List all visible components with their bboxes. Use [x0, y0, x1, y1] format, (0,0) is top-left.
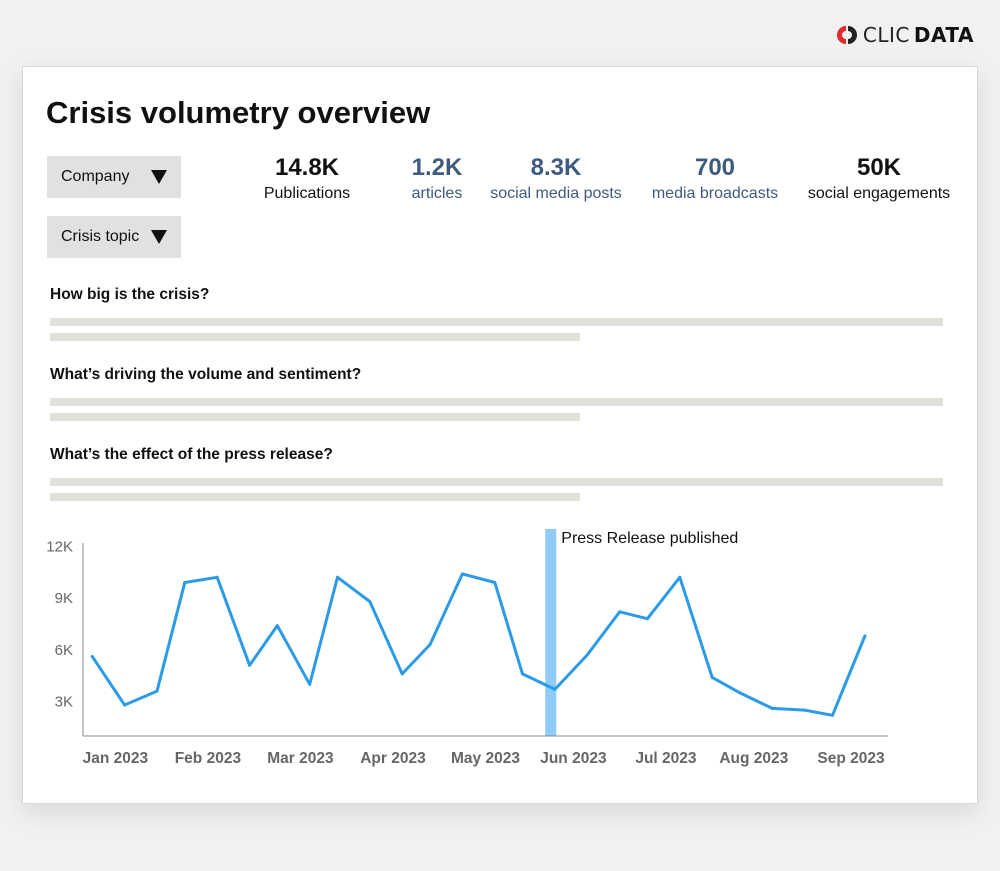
- question-crisis-size: How big is the crisis?: [50, 286, 210, 303]
- x-tick-label: Feb 2023: [175, 750, 242, 767]
- data-point: [400, 672, 404, 676]
- kpi-label: media broadcasts: [651, 185, 779, 202]
- data-point: [553, 687, 557, 691]
- dropdown-arrow-icon: [151, 170, 167, 184]
- kpi-media-broadcasts: 700 media broadcasts: [652, 153, 778, 205]
- data-point: [645, 617, 649, 621]
- press-release-label: Press Release published: [561, 530, 738, 547]
- data-point: [710, 675, 714, 679]
- text-placeholder-line: [50, 478, 943, 486]
- kpi-value: 700: [694, 154, 736, 181]
- text-placeholder-line: [50, 413, 580, 421]
- page-title: Crisis volumetry overview: [46, 95, 431, 130]
- kpi-publications: 14.8K Publications: [264, 153, 350, 205]
- kpi-label: Publications: [263, 185, 351, 202]
- brand-logo: CLIC DATA: [835, 22, 974, 48]
- x-tick-label: May 2023: [451, 750, 520, 767]
- clicdata-logo-icon: [836, 26, 857, 44]
- x-tick-label: Apr 2023: [360, 750, 426, 767]
- crisis-topic-dropdown-label: Crisis topic: [61, 228, 140, 245]
- company-dropdown[interactable]: Company: [47, 156, 181, 198]
- kpi-social-engagements: 50K social engagements: [808, 153, 950, 205]
- data-point: [618, 610, 622, 614]
- kpi-value: 1.2K: [411, 154, 463, 181]
- data-point: [308, 682, 312, 686]
- kpi-articles: 1.2K articles: [412, 153, 463, 205]
- kpi-label: social media posts: [490, 185, 622, 202]
- data-point: [275, 624, 279, 628]
- data-point: [738, 691, 742, 695]
- text-placeholder-line: [50, 493, 580, 501]
- press-release-marker: [545, 529, 557, 736]
- kpi-value: 50K: [856, 154, 902, 181]
- x-tick-label: Jan 2023: [83, 750, 149, 767]
- data-point: [460, 572, 464, 576]
- dropdown-arrow-icon: [151, 230, 167, 244]
- data-point: [183, 580, 187, 584]
- data-point: [428, 643, 432, 647]
- data-point: [368, 599, 372, 603]
- data-point: [335, 575, 339, 579]
- data-point: [830, 713, 834, 717]
- kpi-label: articles: [411, 185, 463, 202]
- data-point: [123, 703, 127, 707]
- text-placeholder-line: [50, 318, 943, 326]
- brand-data-text: DATA: [913, 23, 974, 47]
- data-point: [248, 663, 252, 667]
- data-point: [90, 655, 94, 659]
- data-point: [521, 672, 525, 676]
- brand-clic-text: CLIC: [862, 23, 910, 47]
- y-tick-label: 12K: [46, 538, 73, 555]
- x-tick-label: Mar 2023: [267, 750, 334, 767]
- x-tick-label: Sep 2023: [817, 750, 885, 767]
- text-placeholder-line: [50, 398, 943, 406]
- data-point: [770, 706, 774, 710]
- question-volume-drivers: What’s driving the volume and sentiment?: [50, 366, 362, 383]
- data-point: [678, 575, 682, 579]
- volume-line-chart: Press Release published 3K 6K 9K 12K Jan 2023…: [46, 529, 888, 767]
- y-tick-label: 3K: [55, 694, 73, 711]
- kpi-label: social engagements: [807, 185, 951, 202]
- x-tick-label: Jun 2023: [540, 750, 607, 767]
- series-line-publications: [90, 572, 867, 717]
- data-point: [585, 653, 589, 657]
- y-tick-label: 9K: [55, 590, 73, 607]
- data-point: [803, 708, 807, 712]
- kpi-value: 14.8K: [274, 154, 340, 181]
- x-tick-label: Aug 2023: [719, 750, 788, 767]
- x-tick-label: Jul 2023: [635, 750, 697, 767]
- data-point: [155, 689, 159, 693]
- dashboard-card: Crisis volumetry overview Company Crisis…: [22, 66, 978, 804]
- company-dropdown-label: Company: [61, 168, 130, 185]
- text-placeholder-line: [50, 333, 580, 341]
- crisis-topic-dropdown[interactable]: Crisis topic: [47, 216, 181, 258]
- data-point: [493, 580, 497, 584]
- y-tick-label: 6K: [55, 642, 73, 659]
- kpi-social-media-posts: 8.3K social media posts: [490, 153, 622, 205]
- data-point: [863, 634, 867, 638]
- kpi-value: 8.3K: [530, 154, 582, 181]
- data-point: [215, 575, 219, 579]
- question-press-release-effect: What’s the effect of the press release?: [50, 446, 333, 463]
